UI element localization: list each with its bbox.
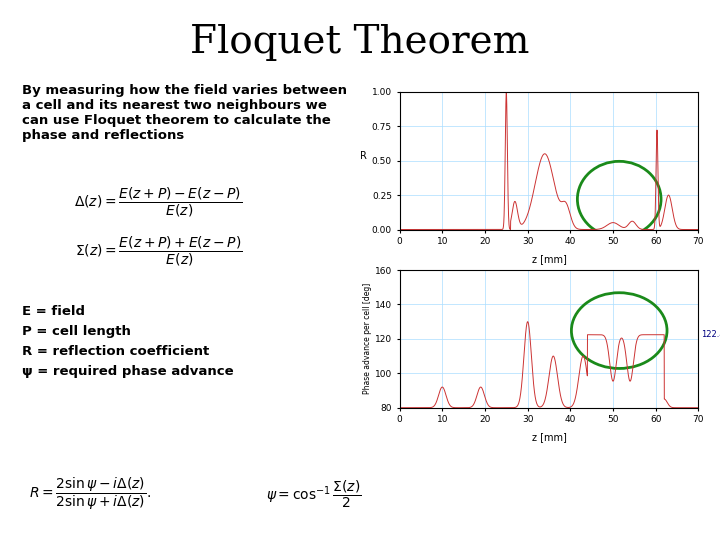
- Text: Floquet Theorem: Floquet Theorem: [190, 24, 530, 62]
- Text: $R = \dfrac{2\sin\psi - i\Delta(z)}{2\sin\psi + i\Delta(z)}.$: $R = \dfrac{2\sin\psi - i\Delta(z)}{2\si…: [29, 476, 150, 512]
- X-axis label: z [mm]: z [mm]: [531, 433, 567, 442]
- Y-axis label: Phase advance per cell [deg]: Phase advance per cell [deg]: [363, 283, 372, 395]
- Text: By measuring how the field varies between
a cell and its nearest two neighbours : By measuring how the field varies betwee…: [22, 84, 346, 141]
- Text: $\Delta(z) = \dfrac{E(z+P) - E(z-P)}{E(z)}$: $\Delta(z) = \dfrac{E(z+P) - E(z-P)}{E(z…: [74, 186, 243, 219]
- Text: $\Sigma(z) = \dfrac{E(z+P) + E(z-P)}{E(z)}$: $\Sigma(z) = \dfrac{E(z+P) + E(z-P)}{E(z…: [75, 234, 242, 268]
- X-axis label: z [mm]: z [mm]: [531, 254, 567, 264]
- Text: E = field
P = cell length
R = reflection coefficient
ψ = required phase advance: E = field P = cell length R = reflection…: [22, 305, 233, 378]
- Text: $\psi = \cos^{-1}\dfrac{\Sigma(z)}{2}$: $\psi = \cos^{-1}\dfrac{\Sigma(z)}{2}$: [266, 478, 362, 510]
- Y-axis label: R: R: [360, 151, 367, 160]
- Text: 122.4: 122.4: [701, 330, 720, 339]
